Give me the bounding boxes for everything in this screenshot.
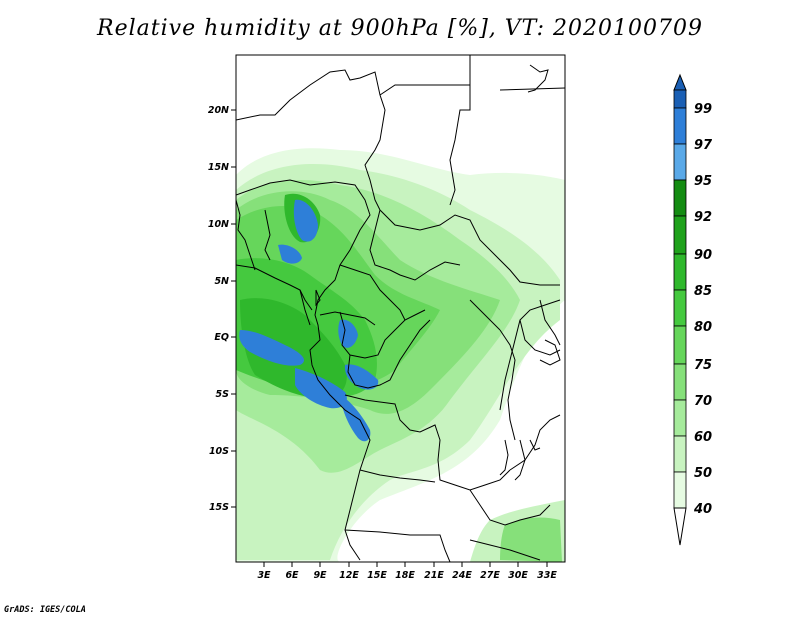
lon-label: 30E	[508, 570, 528, 581]
lat-label: EQ	[214, 332, 229, 343]
map-frame	[235, 54, 566, 563]
lon-label: 24E	[452, 570, 472, 581]
lon-label: 15E	[367, 570, 387, 581]
colorbar-label: 70	[694, 394, 712, 409]
map-title: Relative humidity at 900hPa [%], VT: 202…	[97, 16, 703, 41]
colorbar-label: 90	[694, 248, 712, 263]
colorbar-label: 99	[694, 102, 712, 117]
rh-band-90	[240, 298, 347, 399]
lon-label: 3E	[257, 570, 271, 581]
colorbar: 99 97 95 92 90 85 80 75 70 60 50 40	[673, 73, 713, 546]
colorbar-label: 60	[694, 430, 712, 445]
lon-label: 21E	[424, 570, 444, 581]
lon-labels: 3E 6E 9E 12E 15E 18E 21E 24E 27E 30E 33E	[257, 570, 557, 581]
colorbar-label: 50	[694, 466, 712, 481]
colorbar-label: 97	[694, 138, 713, 153]
grads-credit: GrADS: IGES/COLA	[4, 605, 86, 615]
lat-label: 15N	[208, 162, 229, 173]
colorbar-segment	[673, 143, 687, 181]
lon-label: 9E	[313, 570, 327, 581]
colorbar-segment	[673, 253, 687, 291]
colorbar-segment	[673, 399, 687, 437]
rh-band-75-se	[500, 517, 562, 562]
colorbar-bottom-arrow	[673, 507, 687, 546]
colorbar-segment	[673, 107, 687, 145]
lat-ticks	[231, 109, 236, 508]
humidity-field	[236, 55, 565, 562]
colorbar-segment	[673, 471, 687, 509]
rh-patch-97-nigeria	[293, 199, 318, 242]
lon-label: 33E	[537, 570, 557, 581]
lat-label: 10S	[209, 446, 229, 457]
colorbar-label: 85	[694, 284, 712, 299]
colorbar-segment	[673, 215, 687, 255]
lat-labels: 20N 15N 10N 5N EQ 5S 10S 15S	[208, 105, 229, 513]
lat-label: 20N	[208, 105, 229, 116]
colorbar-segment	[673, 89, 687, 109]
colorbar-label: 92	[694, 210, 712, 225]
colorbar-segment	[673, 179, 687, 217]
lon-label: 6E	[285, 570, 299, 581]
colorbar-segment	[673, 289, 687, 327]
lon-label: 18E	[395, 570, 415, 581]
rh-patch-97-gulf	[295, 368, 347, 409]
lon-label: 27E	[480, 570, 500, 581]
colorbar-label: 40	[693, 502, 712, 517]
lat-label: 5N	[214, 276, 229, 287]
colorbar-segment	[673, 325, 687, 365]
lat-label: 10N	[208, 219, 229, 230]
colorbar-label: 95	[694, 174, 712, 189]
rh-patch-97-angola	[340, 395, 371, 442]
rh-patch-97-west	[278, 244, 302, 264]
lat-label: 15S	[209, 502, 229, 513]
colorbar-label: 75	[694, 358, 712, 373]
rh-patch-97-basin	[344, 364, 379, 390]
colorbar-top-arrow	[673, 73, 687, 91]
lat-label: 5S	[216, 389, 230, 400]
rh-patch-97-coast	[239, 330, 305, 366]
lon-ticks	[263, 562, 548, 567]
colorbar-label: 80	[694, 320, 712, 335]
lon-label: 12E	[339, 570, 359, 581]
colorbar-segment	[673, 363, 687, 401]
country-borders	[236, 55, 565, 562]
colorbar-segment	[673, 435, 687, 473]
